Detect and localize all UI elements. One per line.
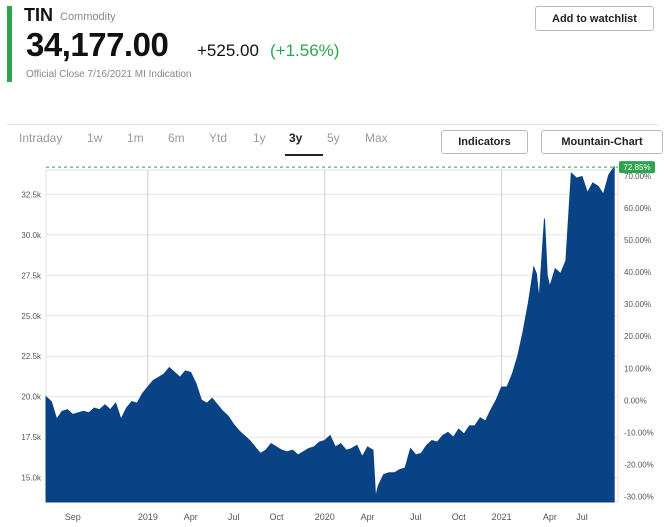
chart-type-button[interactable]: Mountain-Chart [541, 130, 663, 154]
price-chart[interactable]: 32.5k 30.0k 27.5k 25.0k 22.5k 20.0k 17.5k 15.0k… [0, 160, 665, 527]
x-tick-label: Apr [184, 512, 198, 522]
tab-1w[interactable]: 1w [87, 131, 103, 145]
x-tick-label: Jul [410, 512, 422, 522]
y-left-tick-label: 25.0k [21, 312, 42, 321]
indicators-button[interactable]: Indicators [441, 130, 528, 154]
tab-intraday[interactable]: Intraday [19, 131, 63, 145]
y-right-tick-label: 20.00% [624, 332, 651, 341]
y-right-tick-label: 60.00% [624, 204, 651, 213]
x-tick-label: Apr [543, 512, 557, 522]
y-right-tick-label: 0.00% [624, 396, 647, 405]
y-left-tick-label: 17.5k [21, 433, 42, 442]
y-right-tick-label: -20.00% [624, 460, 654, 469]
last-value-label: 72.85% [623, 163, 650, 172]
y-left-tick-label: 32.5k [21, 190, 42, 199]
x-tick-label: 2019 [138, 512, 158, 522]
y-left-tick-label: 22.5k [21, 352, 42, 361]
x-tick-label: 2020 [315, 512, 335, 522]
price-change: +525.00 [197, 41, 259, 60]
price: 34,177.00 [26, 26, 169, 63]
tab-max[interactable]: Max [365, 131, 388, 145]
y-right-tick-label: 40.00% [624, 268, 651, 277]
tab-6m[interactable]: 6m [168, 131, 185, 145]
tab-1m[interactable]: 1m [127, 131, 144, 145]
tab-5y[interactable]: 5y [327, 131, 340, 145]
y-left-tick-label: 30.0k [21, 231, 42, 240]
asset-class-label: Commodity [60, 11, 116, 23]
x-tick-label: 2021 [492, 512, 512, 522]
add-to-watchlist-button[interactable]: Add to watchlist [535, 6, 654, 31]
y-right-tick-label: -30.00% [624, 492, 654, 501]
price-area-series [45, 165, 615, 503]
y-left-tick-label: 27.5k [21, 271, 42, 280]
y-right-tick-label: 50.00% [624, 236, 651, 245]
y-right-tick-label: 30.00% [624, 300, 651, 309]
x-tick-label: Jul [228, 512, 240, 522]
y-right-tick-label: 10.00% [624, 364, 651, 373]
active-tab-underline [285, 154, 323, 156]
close-info: Official Close 7/16/2021 MI Indication [26, 69, 192, 80]
price-change-percent: (+1.56%) [270, 41, 340, 60]
x-tick-label: Oct [452, 512, 467, 522]
tab-1y[interactable]: 1y [253, 131, 266, 145]
tab-ytd[interactable]: Ytd [209, 131, 228, 145]
y-right-tick-label: 70.00% [624, 172, 651, 181]
range-tabs: Intraday 1w 1m 6m Ytd 1y 3y 5y Max [7, 124, 659, 159]
tab-3y[interactable]: 3y [289, 131, 303, 145]
x-tick-label: Jul [576, 512, 588, 522]
x-tick-label: Apr [361, 512, 375, 522]
y-left-tick-label: 15.0k [21, 474, 42, 483]
x-tick-label: Oct [269, 512, 284, 522]
symbol: TIN [24, 5, 53, 25]
last-value-badge [619, 161, 655, 174]
y-right-tick-label: -10.00% [624, 428, 654, 437]
x-tick-label: Sep [65, 512, 81, 522]
y-left-tick-label: 20.0k [21, 393, 42, 402]
accent-bar [7, 6, 12, 82]
